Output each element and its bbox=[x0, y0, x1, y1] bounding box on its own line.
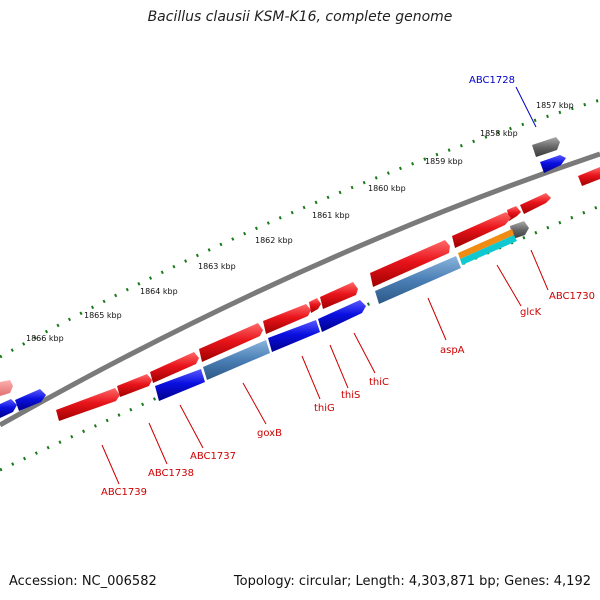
gene-feature[interactable] bbox=[375, 256, 461, 304]
kbp-label: 1863 kbp bbox=[198, 262, 236, 271]
gene-feature[interactable] bbox=[452, 212, 511, 248]
gene-feature[interactable] bbox=[318, 300, 366, 332]
gene-label-thig[interactable]: thiG bbox=[314, 403, 335, 414]
gene-leader-line bbox=[179, 404, 204, 449]
gene-label-abc1728[interactable]: ABC1728 bbox=[469, 75, 515, 86]
gene-feature[interactable] bbox=[0, 380, 13, 396]
gene-feature[interactable] bbox=[532, 137, 560, 157]
gene-feature[interactable] bbox=[370, 240, 450, 287]
gene-feature[interactable] bbox=[320, 282, 358, 309]
genome-backbone bbox=[0, 151, 600, 428]
kbp-label: 1858 kbp bbox=[480, 129, 518, 138]
gene-label-glck[interactable]: glcK bbox=[520, 307, 542, 318]
gene-leader-line bbox=[530, 249, 549, 291]
gene-label-this[interactable]: thiS bbox=[341, 390, 360, 401]
gene-leader-line bbox=[515, 86, 537, 128]
gene-feature[interactable] bbox=[150, 352, 199, 383]
kbp-label: 1866 kbp bbox=[26, 334, 64, 343]
gene-label-abc1739[interactable]: ABC1739 bbox=[101, 487, 147, 498]
gene-feature[interactable] bbox=[263, 304, 311, 334]
genome-summary-text: Topology: circular; Length: 4,303,871 bp… bbox=[233, 574, 591, 589]
gene-leader-line bbox=[301, 355, 321, 400]
gene-feature[interactable] bbox=[540, 155, 566, 173]
gene-label-abc1738[interactable]: ABC1738 bbox=[148, 468, 194, 479]
gene-feature[interactable] bbox=[510, 221, 529, 239]
gene-leader-line bbox=[427, 297, 447, 341]
kbp-label: 1857 kbp bbox=[536, 101, 574, 110]
gene-leader-line bbox=[353, 332, 376, 374]
kbp-label: 1859 kbp bbox=[425, 157, 463, 166]
kbp-label: 1865 kbp bbox=[84, 311, 122, 320]
gene-feature[interactable] bbox=[15, 389, 46, 411]
gene-label-abc1737[interactable]: ABC1737 bbox=[190, 451, 236, 462]
gene-feature[interactable] bbox=[578, 167, 600, 186]
gene-feature[interactable] bbox=[460, 235, 517, 265]
map-title: Bacillus clausii KSM-K16, complete genom… bbox=[147, 9, 453, 25]
accession-text: Accession: NC_006582 bbox=[9, 574, 157, 589]
gene-feature[interactable] bbox=[507, 206, 521, 221]
kbp-label: 1860 kbp bbox=[368, 184, 406, 193]
gene-label-thic[interactable]: thiC bbox=[369, 377, 389, 388]
gene-feature[interactable] bbox=[155, 369, 205, 401]
gene-leader-line bbox=[148, 422, 168, 465]
gene-leader-line bbox=[496, 264, 522, 307]
kbp-label: 1864 kbp bbox=[140, 287, 178, 296]
gene-feature[interactable] bbox=[268, 320, 320, 352]
kbp-label: 1862 kbp bbox=[255, 236, 293, 245]
gene-feature[interactable] bbox=[458, 229, 514, 259]
gene-feature[interactable] bbox=[0, 399, 17, 418]
kbp-label: 1861 kbp bbox=[312, 211, 350, 220]
gene-feature[interactable] bbox=[199, 323, 263, 362]
gene-label-abc1730[interactable]: ABC1730 bbox=[549, 291, 595, 302]
gene-feature[interactable] bbox=[56, 388, 120, 421]
gene-leader-line bbox=[242, 382, 267, 425]
gene-feature[interactable] bbox=[309, 298, 321, 313]
gene-label-aspa[interactable]: aspA bbox=[440, 345, 465, 356]
gene-leader-line bbox=[329, 344, 349, 389]
gene-label-goxb[interactable]: goxB bbox=[257, 428, 282, 439]
gene-feature[interactable] bbox=[117, 374, 152, 397]
gene-feature[interactable] bbox=[520, 193, 551, 214]
gene-feature[interactable] bbox=[203, 340, 270, 380]
gene-leader-line bbox=[101, 444, 120, 485]
